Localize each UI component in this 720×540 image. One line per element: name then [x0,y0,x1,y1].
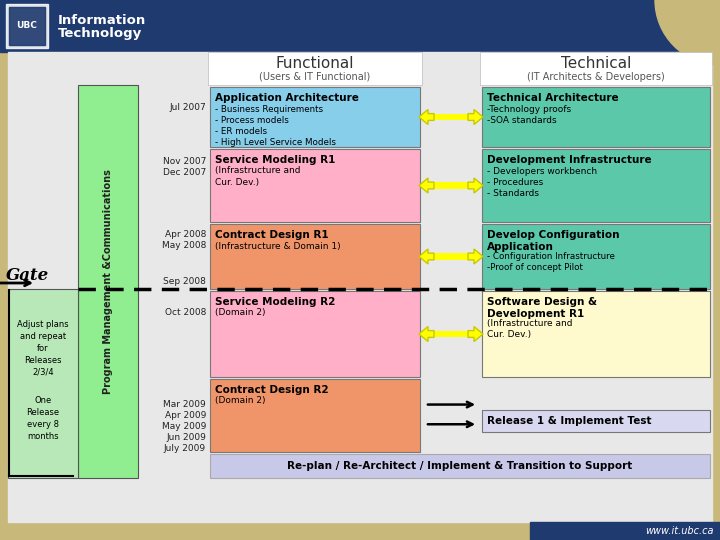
Text: Nov 2007
Dec 2007: Nov 2007 Dec 2007 [163,157,206,177]
Bar [208,52,422,85]
Text: - Business Requirements
- Process models
- ER models
- High Level Service Models: - Business Requirements - Process models… [215,105,336,147]
Bar [434,330,468,338]
Text: Oct 2008: Oct 2008 [165,308,206,317]
FancyArrow shape [419,327,434,341]
Bar [434,113,468,120]
Text: Contract Design R1: Contract Design R1 [215,230,328,240]
FancyArrow shape [419,178,434,193]
Bar [482,291,710,377]
Bar [210,224,420,289]
Text: Technical Architecture: Technical Architecture [487,93,618,103]
Text: Service Modeling R1: Service Modeling R1 [215,155,336,165]
Text: Re-plan / Re-Architect / Implement & Transition to Support: Re-plan / Re-Architect / Implement & Tra… [287,461,633,471]
Text: Technical: Technical [561,56,631,71]
Text: Apr 2008
May 2008: Apr 2008 May 2008 [161,230,206,251]
FancyArrow shape [419,249,434,264]
Text: Information: Information [58,14,146,26]
Bar [210,291,420,377]
Text: (Domain 2): (Domain 2) [215,396,266,406]
Text: UBC: UBC [17,22,37,30]
Bar [8,52,712,522]
Text: (Infrastructure and
Cur. Dev.): (Infrastructure and Cur. Dev.) [215,166,300,187]
Bar [482,87,710,147]
Text: Release 1 & Implement Test: Release 1 & Implement Test [487,416,652,426]
FancyArrow shape [468,178,483,193]
Text: Functional: Functional [276,56,354,71]
Bar [210,149,420,222]
Text: - Developers workbench
- Procedures
- Standards: - Developers workbench - Procedures - St… [487,166,597,198]
Text: (IT Architects & Developers): (IT Architects & Developers) [527,72,665,82]
Text: Service Modeling R2: Service Modeling R2 [215,297,336,307]
Text: Software Design &
Development R1: Software Design & Development R1 [487,297,597,319]
FancyArrow shape [419,110,434,125]
Bar [210,379,420,452]
Text: Contract Design R2: Contract Design R2 [215,385,328,395]
Text: Gate: Gate [6,267,49,284]
Wedge shape [655,0,720,65]
Text: (Infrastructure & Domain 1): (Infrastructure & Domain 1) [215,241,341,251]
Bar [210,87,420,147]
Bar [480,52,712,85]
Bar [482,149,710,222]
Bar [0,522,720,540]
Text: One
Release
every 8
months: One Release every 8 months [27,396,60,441]
Text: Sep 2008: Sep 2008 [163,276,206,286]
Bar [482,410,710,432]
Text: Development Infrastructure: Development Infrastructure [487,155,652,165]
FancyArrow shape [468,249,483,264]
Text: Jul 2007: Jul 2007 [169,103,206,111]
Bar [210,454,710,478]
Text: Technology: Technology [58,26,143,39]
Text: (Users & IT Functional): (Users & IT Functional) [259,72,371,82]
Text: (Infrastructure and
Cur. Dev.): (Infrastructure and Cur. Dev.) [487,319,572,339]
Bar [482,224,710,289]
Text: - Configuration Infrastructure
-Proof of concept Pilot: - Configuration Infrastructure -Proof of… [487,252,615,272]
FancyArrow shape [468,110,483,125]
Text: -Technology proofs
-SOA standards: -Technology proofs -SOA standards [487,105,571,125]
Text: Mar 2009
Apr 2009
May 2009
Jun 2009
July 2009: Mar 2009 Apr 2009 May 2009 Jun 2009 July… [161,400,206,453]
Bar [78,85,138,478]
Text: Adjust plans
and repeat
for
Releases
2/3/4: Adjust plans and repeat for Releases 2/3… [17,320,69,376]
Bar [530,522,720,540]
Bar [0,0,720,52]
Bar [434,253,468,260]
Text: Application Architecture: Application Architecture [215,93,359,103]
Bar [6,4,48,48]
Bar [434,182,468,189]
Text: www.it.ubc.ca: www.it.ubc.ca [646,526,714,536]
Text: Program Management &Communications: Program Management &Communications [103,169,113,394]
Bar [9,7,45,45]
Text: (Domain 2): (Domain 2) [215,308,266,318]
Bar [8,289,78,478]
Text: Develop Configuration
Application: Develop Configuration Application [487,230,619,252]
FancyArrow shape [468,327,483,341]
